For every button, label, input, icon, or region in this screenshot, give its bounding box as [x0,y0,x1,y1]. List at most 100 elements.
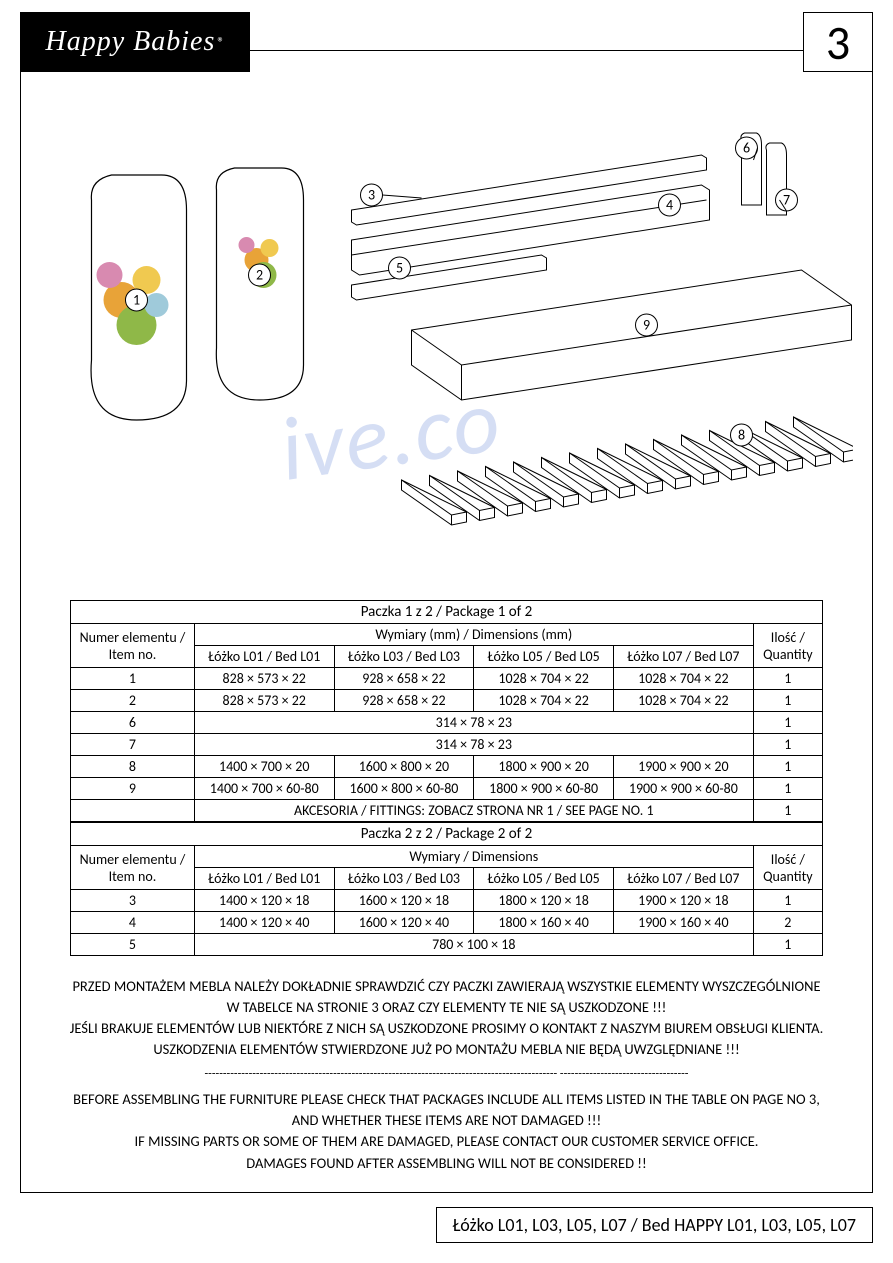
package-2-table: Paczka 2 z 2 / Package 2 of 2 Numer elem… [70,822,823,956]
dim-cell: 1600 × 120 × 18 [334,890,474,912]
notice-pl-2: W TABELCE NA STRONIE 3 ORAZ CZY ELEMENTY… [40,997,853,1018]
dim-cell: 1400 × 700 × 20 [194,756,334,778]
model-col: Łóżko L03 / Bed L03 [334,868,474,890]
pkg-title: Paczka 2 z 2 / Package 2 of 2 [71,823,823,846]
accessories-cell: AKCESORIA / FITTINGS: ZOBACZ STRONA NR 1… [194,800,753,822]
notice-en-4: DAMAGES FOUND AFTER ASSEMBLING WILL NOT … [40,1153,853,1174]
slat-lines [402,417,854,525]
svg-text:4: 4 [666,197,673,214]
dims-hdr: Wymiary (mm) / Dimensions (mm) [194,624,753,646]
dim-cell: 1400 × 120 × 40 [194,912,334,934]
dim-cell: 1028 × 704 × 22 [613,668,753,690]
table-row: 2828 × 573 × 22928 × 658 × 22 1028 × 704 … [71,690,823,712]
tables-container: Paczka 1 z 2 / Package 1 of 2 Numer elem… [70,600,823,956]
callout-3: 3 [361,184,383,206]
qty-hdr: Ilość /Quantity [753,624,822,668]
registered-icon: ® [217,34,224,51]
brand-logo: Happy Babies ® [20,12,250,72]
model-col: Łóżko L07 / Bed L07 [613,868,753,890]
notice-en-1: BEFORE ASSEMBLING THE FURNITURE PLEASE C… [40,1089,853,1110]
item-hdr: Numer elementu /Item no. [71,846,195,890]
callout-4: 4 [659,194,681,216]
table-row: 1828 × 573 × 22928 × 658 × 221028 × 704 … [71,668,823,690]
dim-cell: 828 × 573 × 22 [194,668,334,690]
item-no: 1 [71,668,195,690]
callout-6: 6 [736,137,758,159]
svg-text:8: 8 [738,427,745,444]
item-no: 8 [71,756,195,778]
callout-2: 2 [249,264,271,286]
table-row: 91400 × 700 × 60-801600 × 800 × 60-80180… [71,778,823,800]
table-row: 31400 × 120 × 181600 × 120 × 181800 × 12… [71,890,823,912]
callout-1: 1 [126,289,148,311]
svg-text:7: 7 [783,192,790,209]
dim-cell: 314 × 78 × 23 [194,712,753,734]
table-row: 41400 × 120 × 401600 × 120 × 401800 × 16… [71,912,823,934]
dim-cell: 1600 × 800 × 20 [334,756,474,778]
dim-cell: 1800 × 120 × 18 [474,890,614,912]
brand-text: Happy Babies [46,26,216,58]
item-hdr: Numer elementu /Item no. [71,624,195,668]
dim-cell: 780 × 100 × 18 [194,934,753,956]
dim-cell: 1400 × 120 × 18 [194,890,334,912]
item-no: 6 [71,712,195,734]
dim-cell: 1900 × 160 × 40 [613,912,753,934]
model-col: Łóżko L01 / Bed L01 [194,868,334,890]
model-col: Łóżko L05 / Bed L05 [474,868,614,890]
qty-cell: 1 [753,712,822,734]
dim-cell: 1800 × 900 × 60-80 [474,778,614,800]
dim-cell: 1900 × 900 × 20 [613,756,753,778]
qty-cell: 1 [753,890,822,912]
table-row: 81400 × 700 × 201600 × 800 × 201800 × 90… [71,756,823,778]
package-1-table: Paczka 1 z 2 / Package 1 of 2 Numer elem… [70,600,823,822]
table-row: 6314 × 78 × 231 [71,712,823,734]
qty-cell: 1 [753,934,822,956]
svg-text:1: 1 [133,292,140,309]
footer-text: Łóżko L01, L03, L05, L07 / Bed HAPPY L01… [453,1214,856,1236]
pkg-title: Paczka 1 z 2 / Package 1 of 2 [71,601,823,624]
item-no: 9 [71,778,195,800]
notice-en-2: AND WHETHER THESE ITEMS ARE NOT DAMAGED … [40,1110,853,1131]
dim-cell: 928 × 658 × 22 [334,668,474,690]
dim-cell: 314 × 78 × 23 [194,734,753,756]
footer-label: Łóżko L01, L03, L05, L07 / Bed HAPPY L01… [436,1207,873,1243]
callout-7: 7 [776,189,798,211]
dim-cell: 1900 × 900 × 60-80 [613,778,753,800]
dim-cell: 1800 × 900 × 20 [474,756,614,778]
item-no: 5 [71,934,195,956]
qty-cell: 2 [753,912,822,934]
svg-text:5: 5 [396,260,403,277]
page-number: 3 [803,12,873,72]
notice-pl-3: JEŚLI BRAKUJE ELEMENTÓW LUB NIEKTÓRE Z N… [40,1018,853,1039]
item-no: 7 [71,734,195,756]
callout-9: 9 [636,314,658,336]
notice-pl-4: USZKODZENIA ELEMENTÓW STWIERDZONE JUŻ PO… [40,1039,853,1060]
dim-cell: 1600 × 120 × 40 [334,912,474,934]
notice-text: PRZED MONTAŻEM MEBLA NALEŻY DOKŁADNIE SP… [40,976,853,1174]
dim-cell: 1028 × 704 × 22 [613,690,753,712]
dim-cell: 828 × 573 × 22 [194,690,334,712]
model-col: Łóżko L01 / Bed L01 [194,646,334,668]
item-no: 3 [71,890,195,912]
qty-cell: 1 [753,734,822,756]
divider: ----------------------------------------… [40,1066,853,1083]
svg-text:3: 3 [368,187,375,204]
table-row: 5780 × 100 × 181 [71,934,823,956]
notice-pl-1: PRZED MONTAŻEM MEBLA NALEŻY DOKŁADNIE SP… [40,976,853,997]
dim-cell: 1400 × 700 × 60-80 [194,778,334,800]
dim-cell: 1600 × 800 × 60-80 [334,778,474,800]
qty-cell: 1 [753,756,822,778]
qty-cell: 1 [753,668,822,690]
dim-cell: 1900 × 120 × 18 [613,890,753,912]
dim-cell: 928 × 658 × 22 [334,690,474,712]
svg-text:2: 2 [256,267,263,284]
qty-hdr: Ilość /Quantity [753,846,822,890]
part-9-mattress [412,270,852,400]
callout-5: 5 [389,257,411,279]
callout-8: 8 [731,424,753,446]
svg-text:9: 9 [643,317,650,334]
page-number-value: 3 [826,13,850,72]
item-no: 2 [71,690,195,712]
model-col: Łóżko L03 / Bed L03 [334,646,474,668]
qty-cell: 1 [753,690,822,712]
